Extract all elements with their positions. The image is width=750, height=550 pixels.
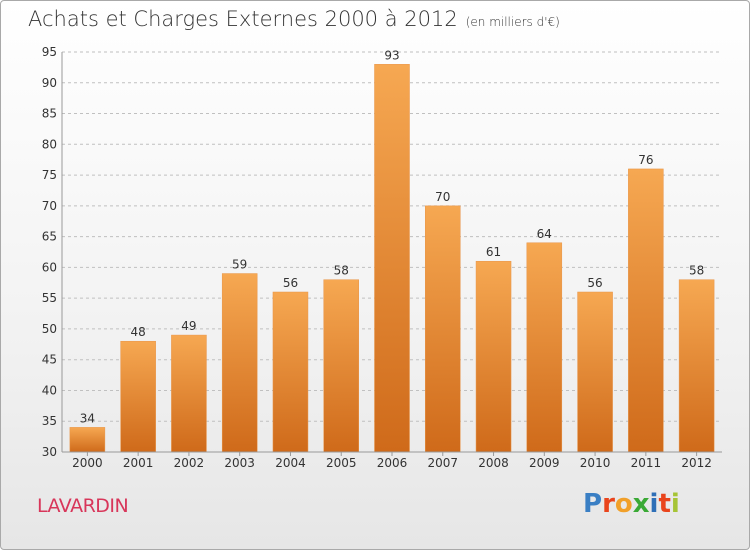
y-tick-label: 80 — [42, 137, 57, 151]
bar-2001[interactable] — [120, 340, 156, 453]
logo-letter: P — [583, 489, 603, 519]
bar-2007[interactable] — [425, 205, 461, 453]
logo-letter: t — [658, 489, 671, 519]
bar-2012[interactable] — [678, 279, 715, 453]
bar-2002[interactable] — [171, 334, 207, 453]
bar-value-label: 70 — [435, 190, 450, 204]
bar-value-label: 56 — [587, 276, 602, 290]
logo-letter: i — [649, 489, 659, 519]
y-tick-label: 90 — [42, 76, 57, 90]
bar-value-label: 49 — [181, 319, 196, 333]
y-tick-label: 55 — [42, 291, 57, 305]
bar-value-label: 76 — [638, 153, 653, 167]
x-tick-label: 2001 — [123, 456, 154, 470]
x-tick-label: 2007 — [427, 456, 458, 470]
bar-value-label: 59 — [232, 258, 247, 272]
x-tick-label: 2000 — [72, 456, 103, 470]
x-tick-label: 2005 — [326, 456, 357, 470]
y-tick-label: 85 — [42, 107, 57, 121]
y-tick-label: 60 — [42, 260, 57, 274]
y-tick-label: 45 — [42, 353, 57, 367]
y-tick-label: 75 — [42, 168, 57, 182]
y-tick-label: 65 — [42, 230, 57, 244]
x-tick-label: 2012 — [681, 456, 712, 470]
proxiti-logo[interactable]: Proxiti — [583, 489, 680, 519]
y-tick-label: 50 — [42, 322, 57, 336]
chart-subtitle: (en milliers d'€) — [465, 15, 560, 29]
logo-letter: i — [670, 489, 680, 519]
chart-title-text: Achats et Charges Externes 2000 à 2012 — [28, 7, 458, 31]
bars-layer — [69, 64, 715, 453]
bar-2006[interactable] — [374, 64, 410, 453]
y-tick-label: 30 — [42, 445, 57, 459]
logo-letter: o — [614, 489, 633, 519]
bar-value-label: 56 — [283, 276, 298, 290]
x-tick-label: 2008 — [478, 456, 509, 470]
bar-2011[interactable] — [628, 168, 664, 453]
bar-2004[interactable] — [272, 291, 309, 453]
bar-value-label: 58 — [334, 264, 349, 278]
bar-2010[interactable] — [577, 291, 613, 453]
logo-letter: r — [602, 489, 615, 519]
bar-value-label: 48 — [131, 325, 146, 339]
bar-2000[interactable] — [69, 427, 106, 453]
y-tick-label: 70 — [42, 199, 57, 213]
y-tick-label: 35 — [42, 414, 57, 428]
bar-value-label: 58 — [689, 264, 704, 278]
x-tick-label: 2009 — [529, 456, 560, 470]
chart-title: Achats et Charges Externes 2000 à 2012 (e… — [28, 7, 560, 31]
bar-2005[interactable] — [323, 279, 359, 453]
y-tick-label: 40 — [42, 383, 57, 397]
axis-layer: 30 35 40 45 50 55 60 65 70 75 80 85 90 95 2000 2001 2002… — [42, 45, 722, 470]
logo-letter: x — [632, 489, 650, 519]
bar-2008[interactable] — [475, 260, 512, 453]
labels-layer: 34 48 49 59 56 58 93 70 61 64 56 76 58 — [80, 48, 705, 425]
x-tick-label: 2006 — [377, 456, 408, 470]
bar-value-label: 93 — [384, 48, 399, 62]
bar-value-label: 34 — [80, 411, 95, 425]
bar-value-label: 64 — [537, 227, 552, 241]
x-tick-label: 2002 — [174, 456, 205, 470]
place-name: LAVARDIN — [37, 495, 129, 517]
y-tick-label: 95 — [42, 45, 57, 59]
x-tick-label: 2003 — [224, 456, 255, 470]
x-tick-label: 2010 — [580, 456, 611, 470]
x-tick-label: 2011 — [631, 456, 662, 470]
bar-2003[interactable] — [221, 273, 258, 453]
bar-2009[interactable] — [526, 242, 563, 453]
x-tick-label: 2004 — [275, 456, 306, 470]
bar-value-label: 61 — [486, 245, 501, 259]
